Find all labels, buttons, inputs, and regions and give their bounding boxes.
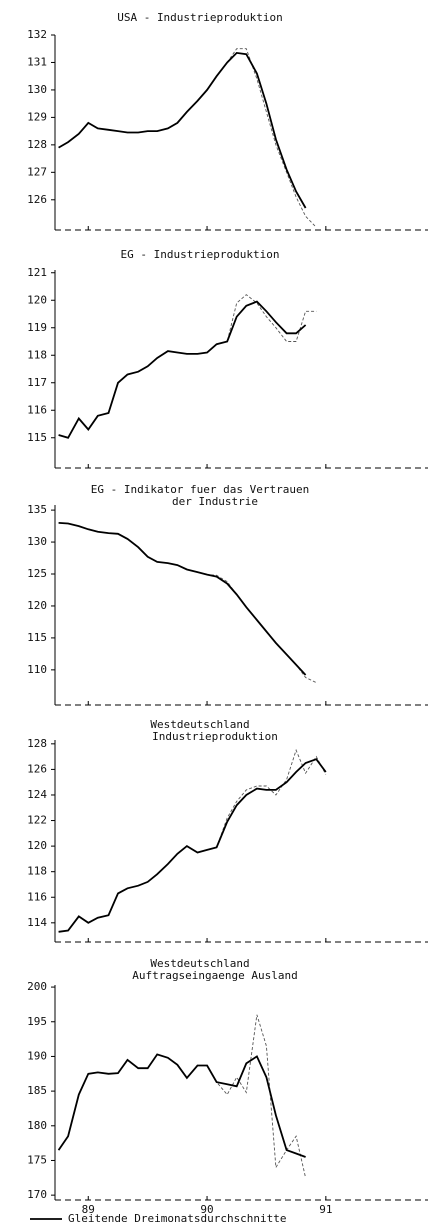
y-tick-label: 170	[27, 1188, 47, 1201]
y-tick-label: 190	[27, 1049, 47, 1062]
y-tick-label: 120	[27, 293, 47, 306]
chart-title: Auftragseingaenge Ausland	[132, 969, 298, 982]
chart-title: Westdeutschland	[150, 957, 249, 970]
y-tick-label: 128	[27, 138, 47, 151]
y-tick-label: 195	[27, 1015, 47, 1028]
series-line	[58, 522, 307, 676]
chart-title: der Industrie	[172, 495, 258, 508]
y-tick-label: 122	[27, 814, 47, 827]
y-tick-label: 120	[27, 839, 47, 852]
y-tick-label: 180	[27, 1119, 47, 1132]
series-line	[58, 758, 327, 933]
series-line	[58, 1014, 307, 1178]
y-tick-label: 116	[27, 890, 47, 903]
y-tick-label: 116	[27, 403, 47, 416]
legend-label: Gleitende Dreimonatsdurchschnitte	[68, 1212, 287, 1225]
y-tick-label: 120	[27, 599, 47, 612]
x-tick-label: 91	[319, 1203, 332, 1216]
y-tick-label: 128	[27, 737, 47, 750]
chart-title: EG - Indikator fuer das Vertrauen	[91, 483, 310, 496]
y-tick-label: 130	[27, 83, 47, 96]
x-tick-label: 89	[82, 1203, 95, 1216]
series-line	[58, 748, 327, 933]
y-tick-label: 129	[27, 110, 47, 123]
y-tick-label: 135	[27, 503, 47, 516]
y-tick-label: 132	[27, 28, 47, 41]
y-tick-label: 114	[27, 916, 47, 929]
y-tick-label: 131	[27, 55, 47, 68]
y-tick-label: 118	[27, 348, 47, 361]
y-tick-label: 185	[27, 1084, 47, 1097]
y-tick-label: 126	[27, 193, 47, 206]
chart-title: Industrieproduktion	[152, 730, 278, 743]
chart-title: Westdeutschland	[150, 718, 249, 731]
y-tick-label: 130	[27, 535, 47, 548]
series-line	[58, 522, 317, 684]
chart-title: USA - Industrieproduktion	[117, 11, 283, 24]
y-tick-label: 115	[27, 431, 47, 444]
series-line	[57, 1053, 306, 1158]
chart-title: EG - Industrieproduktion	[121, 248, 280, 261]
x-tick-label: 90	[200, 1203, 213, 1216]
y-tick-label: 118	[27, 865, 47, 878]
y-tick-label: 175	[27, 1153, 47, 1166]
y-tick-label: 200	[27, 980, 47, 993]
series-line	[58, 300, 307, 439]
y-tick-label: 127	[27, 165, 47, 178]
y-tick-label: 119	[27, 321, 47, 334]
y-tick-label: 121	[27, 266, 47, 279]
y-tick-label: 117	[27, 376, 47, 389]
y-tick-label: 110	[27, 663, 47, 676]
series-line	[58, 48, 317, 228]
series-line	[58, 51, 307, 209]
y-tick-label: 124	[27, 788, 47, 801]
y-tick-label: 126	[27, 762, 47, 775]
y-tick-label: 115	[27, 631, 47, 644]
y-tick-label: 125	[27, 567, 47, 580]
